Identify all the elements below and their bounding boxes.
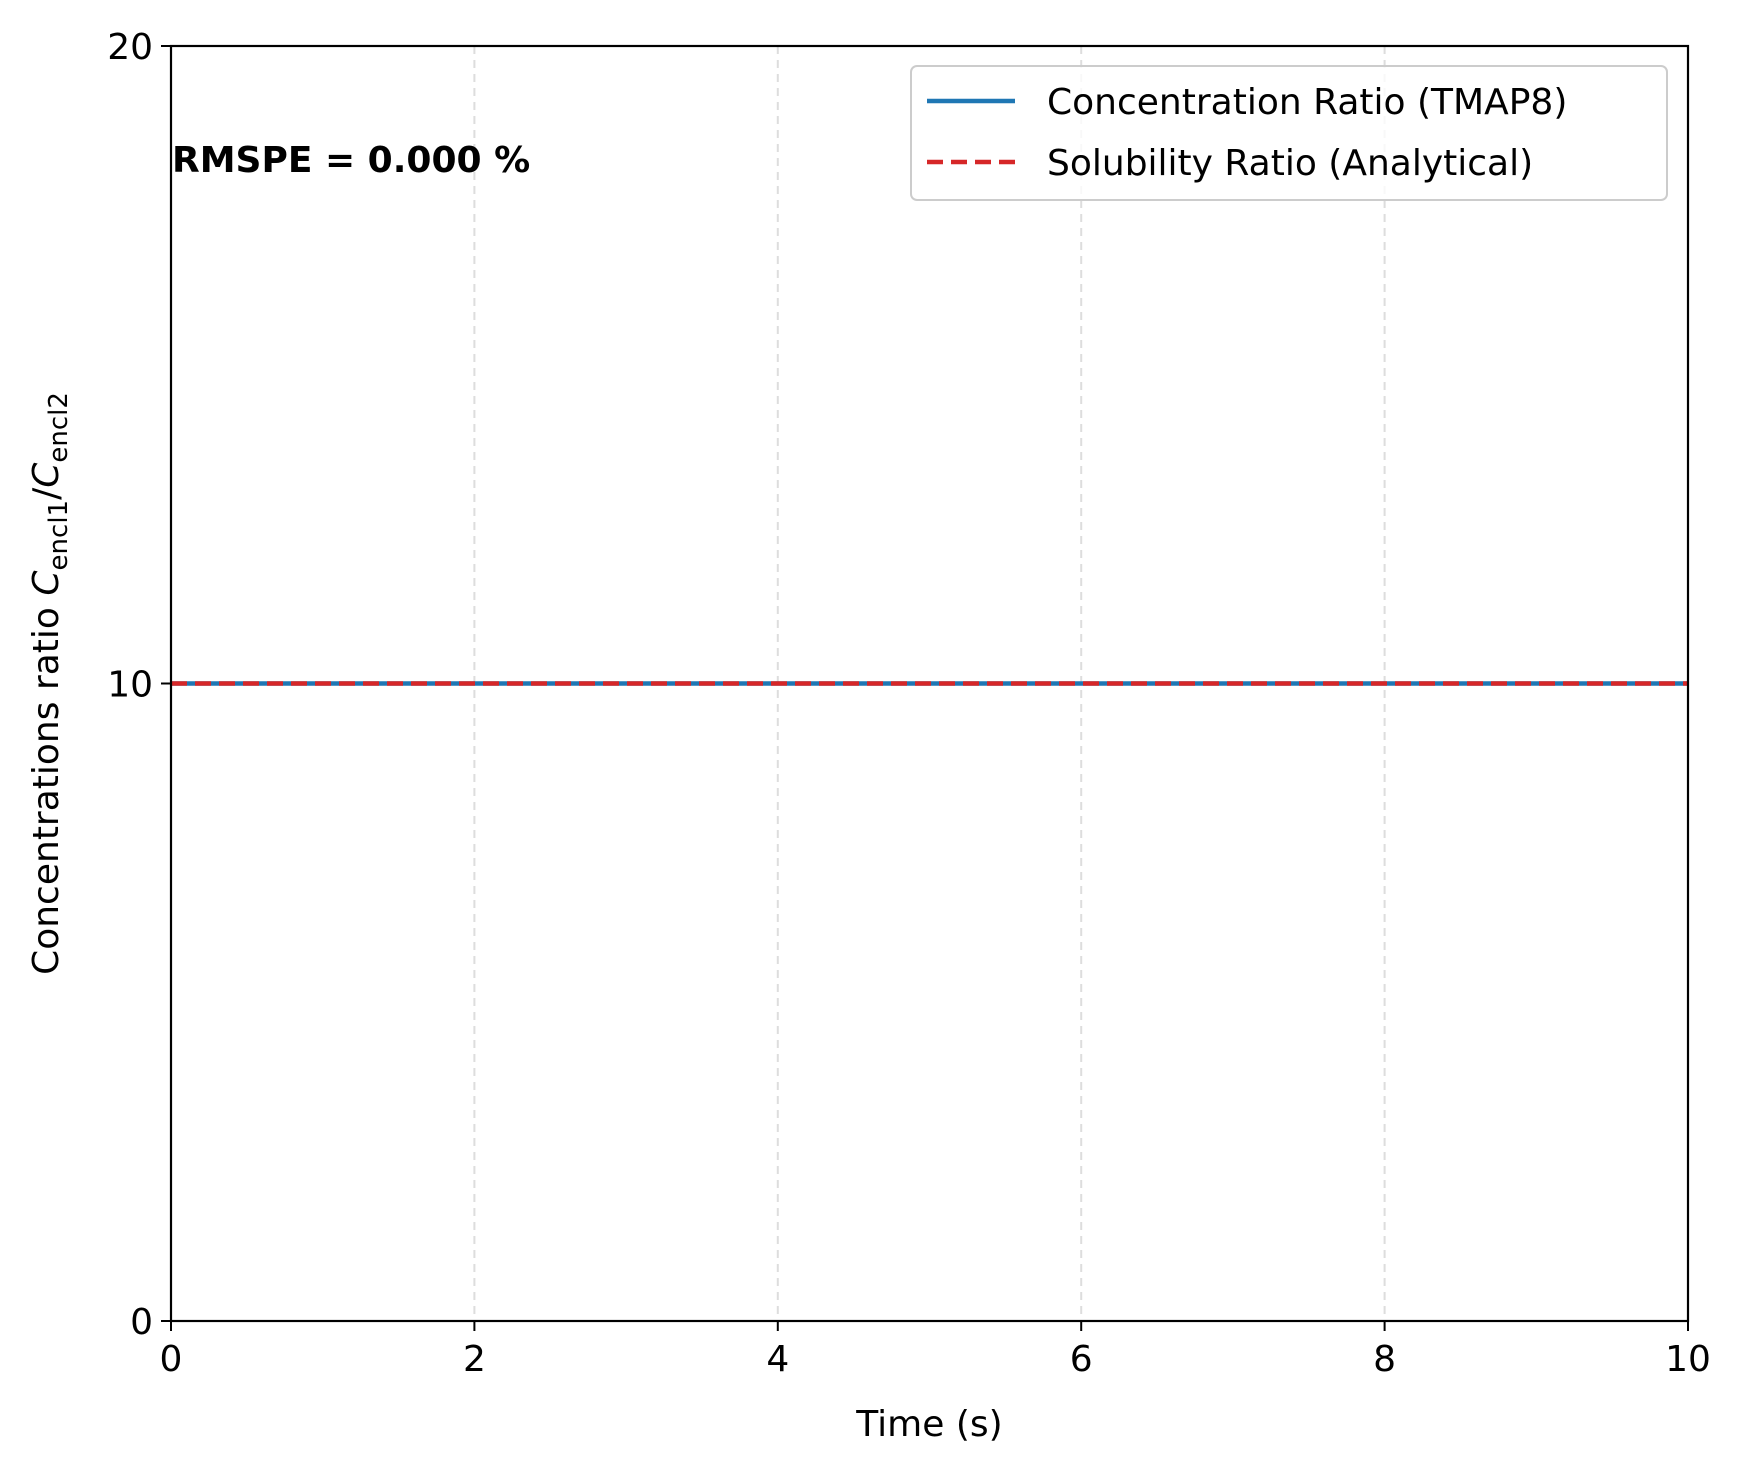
y-axis-label: Concentrations ratio Cencl1/Cencl2 [26, 392, 74, 975]
y-axis-label-slash: / [26, 487, 67, 500]
y-axis-label-var2: C [26, 462, 67, 488]
x-tick-label: 4 [766, 1339, 789, 1380]
legend-box [910, 65, 1668, 201]
legend: Concentration Ratio (TMAP8) Solubility R… [910, 65, 1668, 201]
x-tick-label: 10 [1665, 1339, 1711, 1380]
y-axis-label-sub1: encl1 [44, 500, 74, 571]
x-tick-label: 8 [1373, 1339, 1396, 1380]
y-tick-label: 20 [107, 27, 153, 68]
y-axis-label-prefix: Concentrations ratio [26, 596, 67, 975]
x-tick-label: 2 [463, 1339, 486, 1380]
x-axis-label: Time (s) [855, 1404, 1002, 1445]
legend-label-tmap8: Concentration Ratio (TMAP8) [1047, 82, 1567, 123]
y-axis-ticks: 0 10 20 [107, 27, 171, 1343]
x-tick-label: 0 [160, 1339, 183, 1380]
x-tick-label: 6 [1070, 1339, 1093, 1380]
legend-label-analytical: Solubility Ratio (Analytical) [1047, 143, 1533, 184]
x-axis-ticks: 0 2 4 6 8 10 [160, 1321, 1711, 1380]
y-tick-label: 10 [107, 665, 153, 706]
y-axis-label-var1: C [26, 570, 67, 596]
rmspe-annotation: RMSPE = 0.000 % [172, 140, 530, 181]
y-tick-label: 0 [130, 1302, 153, 1343]
y-axis-label-sub2: encl2 [44, 392, 74, 463]
